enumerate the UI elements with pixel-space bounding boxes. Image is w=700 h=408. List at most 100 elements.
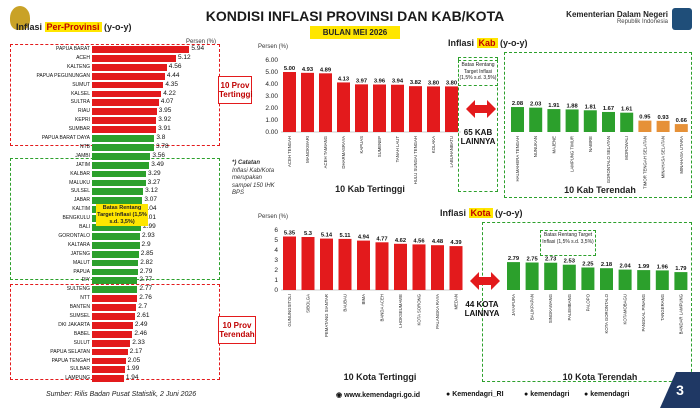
prov-label: SULUT	[73, 339, 90, 346]
prov-value: 3.95	[158, 107, 172, 115]
prov-bar	[92, 170, 146, 178]
kota-value-label: 2.53	[564, 259, 576, 265]
prov-value: 5.94	[191, 45, 205, 52]
prov-value: 3.07	[144, 196, 157, 204]
garuda-logo	[10, 6, 30, 30]
prov-label: JATENG	[70, 250, 90, 257]
website-link[interactable]: ◉ www.kemendagri.go.id	[336, 391, 420, 399]
kab-y-tick: 4.00	[265, 81, 278, 88]
kab-category-label: TIMOR TENGAH SELATAN	[642, 136, 647, 189]
kota-category-label: PALOPO	[585, 293, 590, 311]
prov-bar	[92, 330, 133, 338]
kota-y-tick: 2	[274, 267, 278, 274]
source-note: Sumber: Rilis Badan Pusat Statistik, 2 J…	[46, 391, 197, 398]
prov-bar	[92, 357, 126, 365]
prov-label: BANTEN	[69, 304, 90, 311]
prov-value: 2.33	[132, 338, 145, 346]
prov-bar	[92, 295, 138, 303]
kota-value-label: 4.62	[395, 238, 406, 244]
kab-category-label: ACEH TENGAH	[287, 136, 292, 167]
kota-category-label: PALANGKA RAYA	[435, 294, 440, 329]
prov-bar	[92, 63, 167, 71]
prov-value: 3.49	[151, 160, 164, 168]
twitter-link[interactable]: ● Kemendagri_RI	[446, 391, 504, 398]
kab-bar	[583, 110, 597, 132]
kota-category-label: BIMA	[361, 294, 366, 305]
kab-chart: 0.00 1.00 2.00 3.00 4.00 5.00 6.00 5.00 ACEH TEN…	[265, 57, 688, 189]
prov-target-box: Batas Rentang Target Inflasi (1,5% s.d. …	[96, 204, 148, 226]
kota-category-label: TANGERANG	[660, 293, 665, 321]
prov-bar	[92, 143, 154, 151]
kota-heading-post: (y-o-y)	[492, 208, 523, 218]
kota-value-label: 5.11	[340, 233, 352, 239]
kab-lainnya-frame	[458, 57, 498, 192]
facebook-link[interactable]: ● kemendagri	[584, 391, 629, 398]
prov-value: 1.99	[126, 365, 140, 373]
kab-bar	[355, 84, 368, 132]
prov-label: SULTRA	[70, 99, 90, 106]
kota-bar	[357, 240, 370, 290]
prov-label: MALUKU	[69, 179, 90, 186]
kab-bar	[674, 124, 688, 132]
kota-persen-label: Persen (%)	[258, 214, 289, 220]
note-box: *) Catatan Inflasi Kab/Kota merupakan sa…	[232, 160, 280, 198]
prov-label: SULTENG	[66, 286, 90, 293]
twitter-text: Kemendagri_RI	[452, 391, 504, 398]
prov-label: BALI	[79, 224, 90, 230]
kota-value-label: 2.73	[545, 257, 557, 263]
prov-bar	[92, 117, 157, 125]
prov-label: NTB	[80, 143, 90, 150]
kota-category-label: MEDAN	[454, 294, 459, 310]
kab-category-label: DHARMASRAYA	[341, 136, 346, 169]
kab-bar	[409, 86, 422, 132]
kab-y-tick: 2.00	[265, 105, 278, 112]
prov-value: 2.46	[134, 329, 147, 337]
kab-bar	[656, 120, 670, 132]
prov-bottom-callout: 10 Prov Terendah	[218, 316, 256, 344]
kab-category-label: MINAHASA SELATAN	[661, 136, 666, 178]
kab-value-label: 4.89	[320, 67, 332, 73]
prov-bar	[92, 152, 151, 160]
kota-value-label: 4.94	[358, 235, 370, 241]
kab-bar	[620, 112, 634, 132]
kab-bar	[373, 84, 386, 132]
prov-value: 2.85	[140, 249, 154, 257]
kota-bar	[600, 268, 613, 290]
kab-value-label: 1.61	[621, 107, 633, 113]
kota-bar	[637, 270, 651, 290]
prov-heading-pre: Inflasi	[16, 22, 45, 32]
prov-heading: Inflasi Per-Provinsi (y-o-y)	[16, 22, 132, 32]
prov-value: 3.56	[152, 151, 166, 159]
kab-value-label: 2.03	[530, 102, 542, 108]
kab-lainnya: 65 KAB LAINNYA	[458, 128, 498, 146]
kab-y-tick: 0.00	[265, 129, 278, 136]
prov-value: 2.05	[127, 356, 141, 364]
prov-value: 4.56	[168, 62, 182, 70]
prov-bar	[92, 313, 135, 320]
kab-bar	[511, 107, 524, 132]
kota-lainnya: 44 KOTA LAINNYA	[462, 300, 502, 318]
prov-label: KALBAR	[70, 170, 90, 177]
kota-category-label: LHOKSEUMAWE	[398, 294, 403, 328]
prov-bar	[92, 375, 124, 383]
kab-bar	[283, 72, 296, 132]
kab-category-label: KAPUAS	[359, 136, 364, 154]
prov-label: SULSEL	[70, 188, 90, 195]
prov-bar	[92, 304, 137, 311]
prov-value: 3.78	[155, 142, 169, 150]
kab-y-tick: 6.00	[265, 57, 278, 64]
note-body: Inflasi Kab/Kota merupakan sampel 150 IH…	[232, 167, 275, 197]
instagram-link[interactable]: ● kemendagri	[524, 391, 569, 398]
kota-value-label: 2.79	[508, 256, 520, 262]
prov-bar	[92, 366, 125, 374]
kota-bar	[412, 244, 426, 290]
prov-label: KALTARA	[67, 241, 90, 248]
prov-value: 2.7	[138, 303, 148, 311]
prov-bar	[92, 161, 150, 169]
kab-heading-post: (y-o-y)	[497, 38, 528, 48]
prov-label: KALSEL	[71, 90, 90, 97]
kab-category-label: TANAH LAUT	[395, 136, 400, 163]
prov-label: BENGKULU	[62, 215, 90, 222]
kab-category-label: MOROWALI	[624, 136, 629, 160]
prov-label: SUMBAR	[68, 126, 90, 133]
